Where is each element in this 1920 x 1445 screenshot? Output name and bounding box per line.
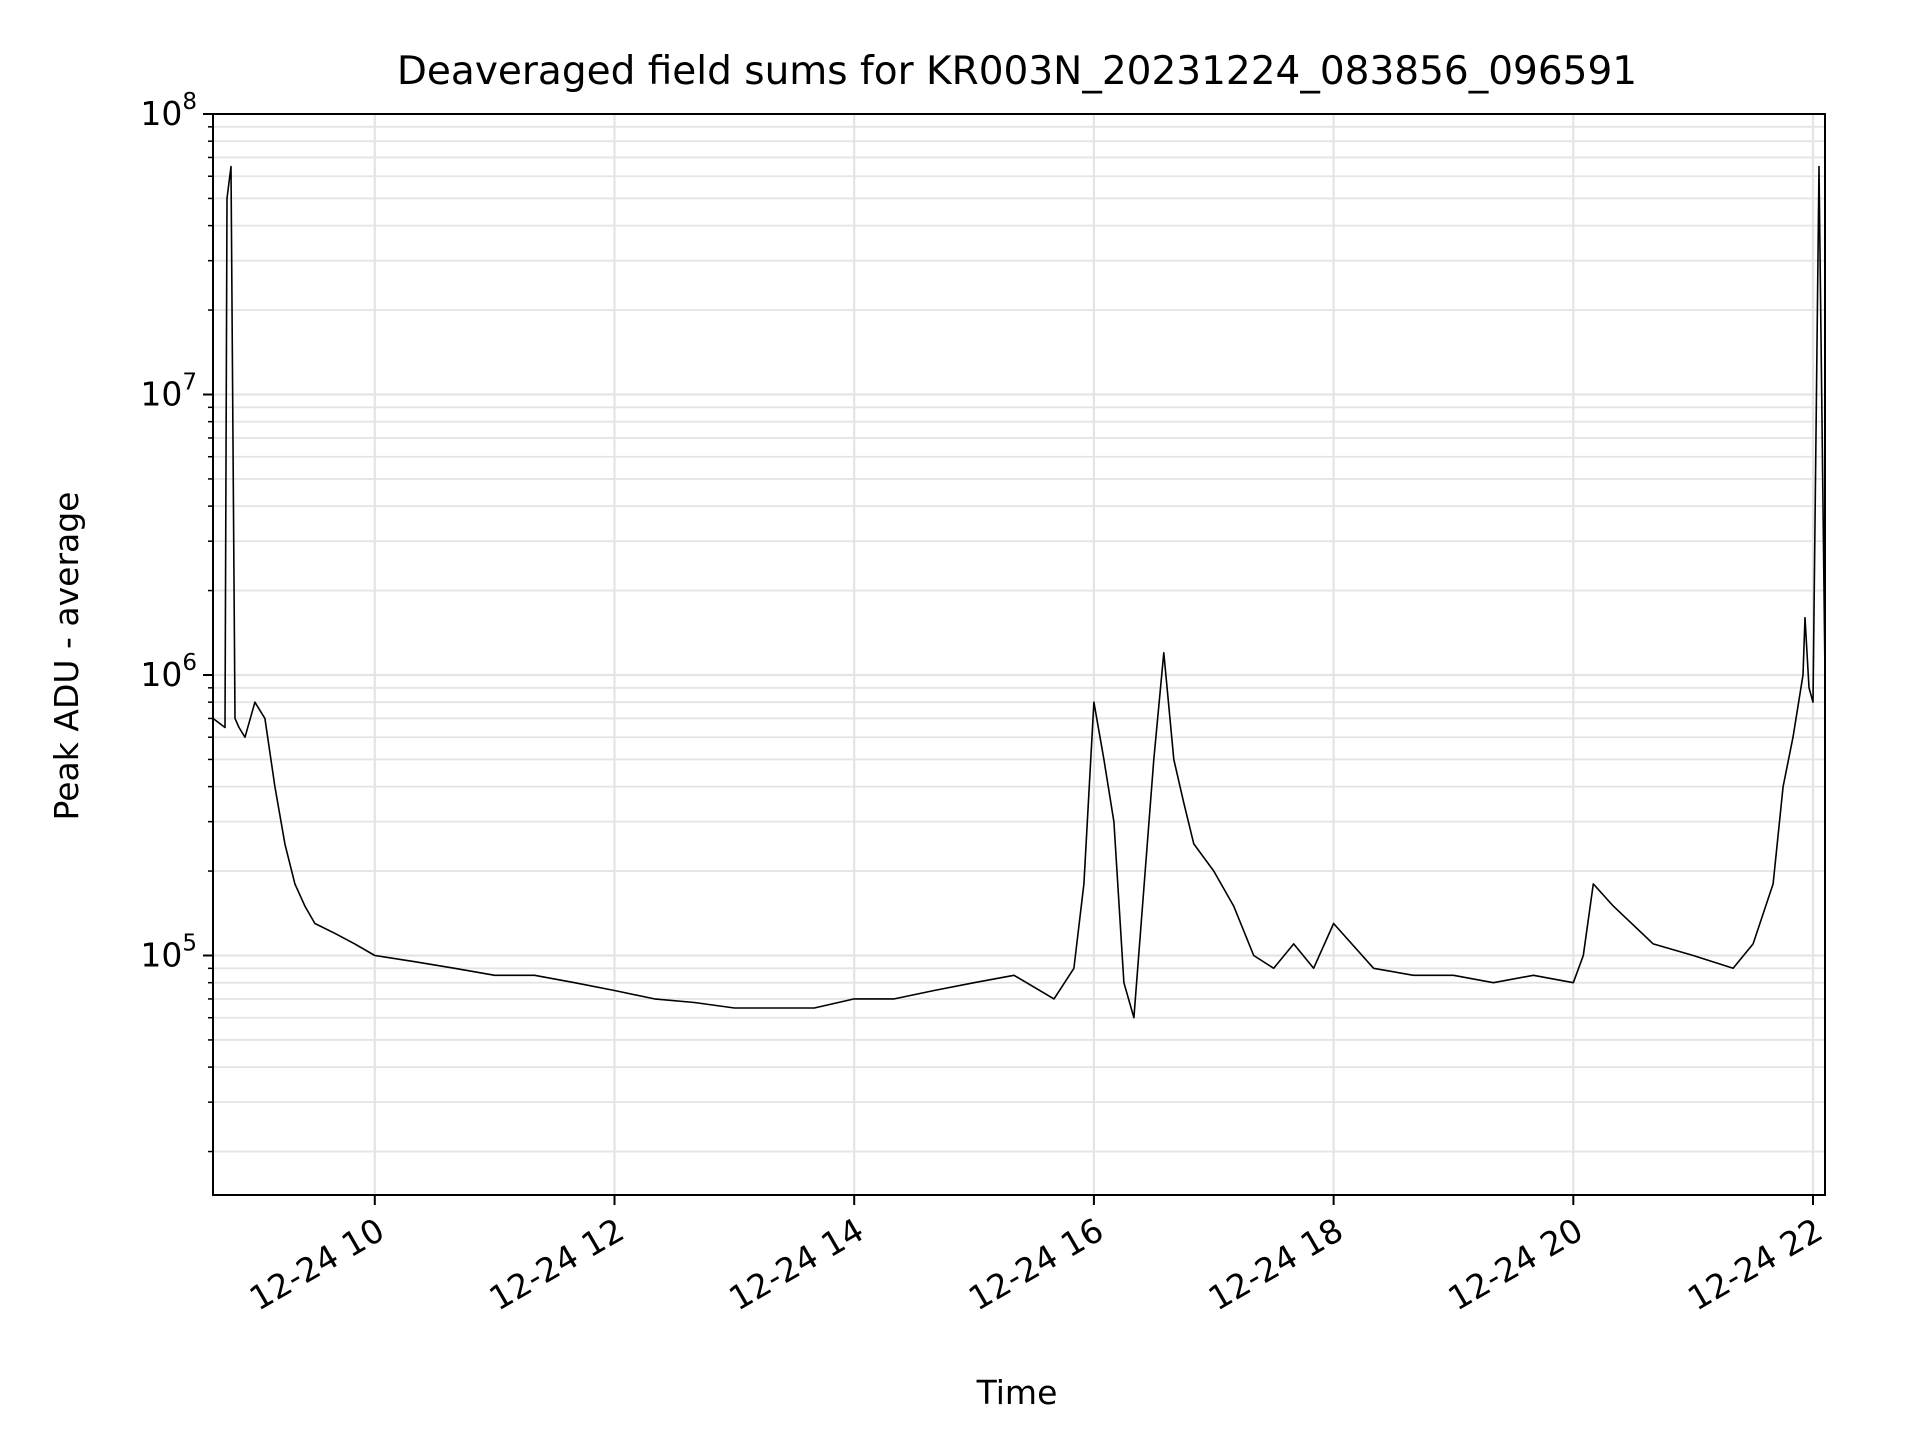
y-axis-ticks: 105 106 107 108 bbox=[140, 89, 213, 1153]
x-axis-ticks: 12-24 10 12-24 12 12-24 14 12-24 16 12-24 18… bbox=[243, 1195, 1829, 1318]
x-tick-label: 12-24 14 bbox=[722, 1210, 870, 1318]
x-tick-label: 12-24 12 bbox=[483, 1210, 631, 1318]
y-tick-label: 107 bbox=[140, 369, 197, 413]
series-line-0 bbox=[212, 165, 1826, 1019]
x-tick-label: 12-24 18 bbox=[1202, 1210, 1350, 1318]
x-tick-label: 12-24 16 bbox=[962, 1210, 1110, 1318]
y-axis-label: Peak ADU - average bbox=[47, 492, 86, 821]
grid-lines bbox=[213, 114, 1825, 1195]
plot-frame bbox=[212, 113, 1826, 1196]
chart-title: Deaveraged field sums for KR003N_2023122… bbox=[397, 49, 1637, 94]
x-tick-label: 12-24 22 bbox=[1681, 1210, 1829, 1318]
x-tick-label: 12-24 20 bbox=[1441, 1210, 1589, 1318]
y-tick-label: 106 bbox=[140, 650, 197, 694]
y-tick-label: 105 bbox=[140, 930, 197, 974]
x-axis-label: Time bbox=[976, 1373, 1058, 1412]
y-tick-label: 108 bbox=[140, 89, 197, 133]
series-layer bbox=[212, 165, 1826, 1019]
x-tick-label: 12-24 10 bbox=[243, 1210, 391, 1318]
